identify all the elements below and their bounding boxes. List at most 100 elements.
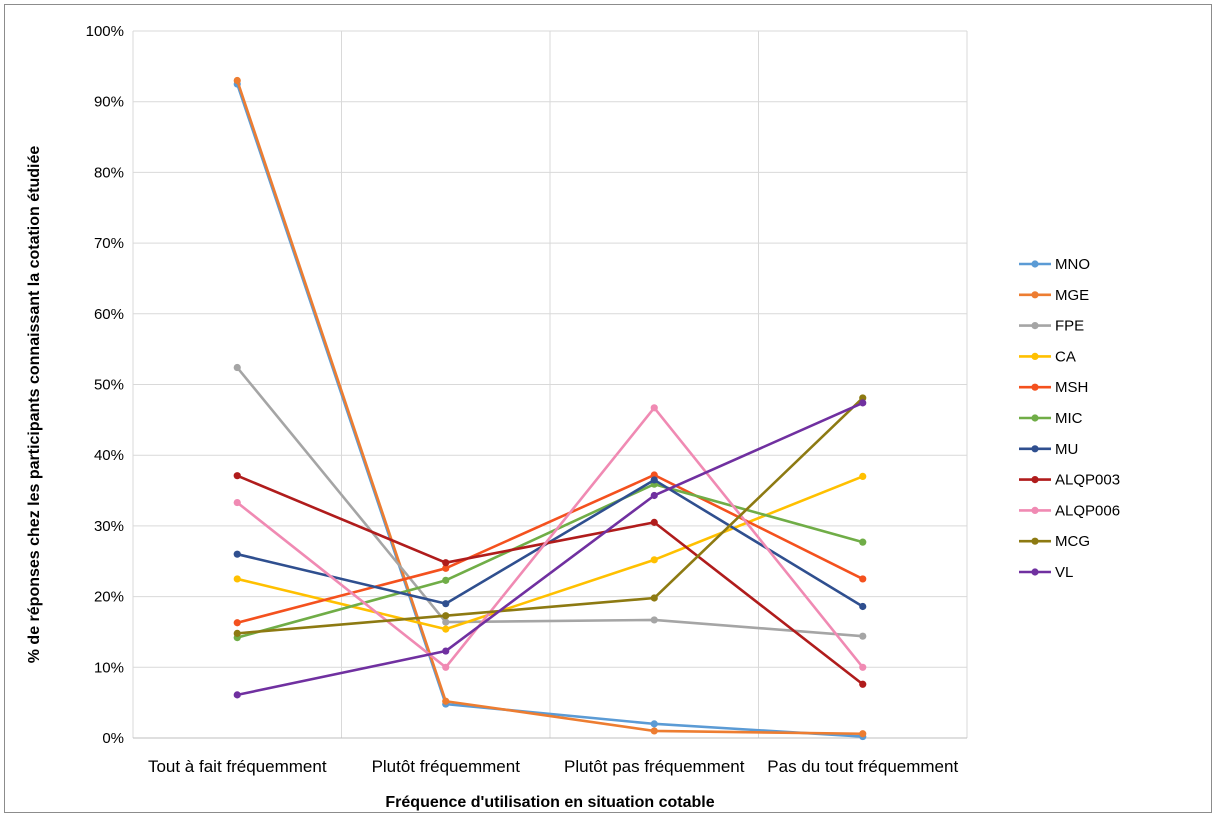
x-category-label: Plutôt fréquemment xyxy=(372,757,521,776)
data-point xyxy=(442,564,450,572)
data-point xyxy=(442,625,450,633)
data-point xyxy=(859,663,867,671)
y-tick-label: 0% xyxy=(102,730,124,747)
series-alqp006 xyxy=(233,404,867,671)
x-category-label: Pas du tout fréquemment xyxy=(767,757,958,776)
data-point xyxy=(859,575,867,583)
series-alqp003 xyxy=(233,472,867,688)
y-tick-label: 40% xyxy=(94,447,124,464)
data-point xyxy=(650,720,658,728)
data-point xyxy=(859,394,867,402)
series-ca xyxy=(233,472,867,633)
legend-marker xyxy=(1031,352,1039,360)
data-point xyxy=(650,556,658,564)
legend-marker xyxy=(1031,414,1039,422)
series-vl xyxy=(233,399,867,699)
data-point xyxy=(233,550,241,558)
legend-item: VL xyxy=(1019,564,1073,581)
legend-item: FPE xyxy=(1019,318,1084,335)
legend-label: MNO xyxy=(1055,256,1090,273)
legend-marker xyxy=(1031,568,1039,576)
data-point xyxy=(650,404,658,412)
legend-label: FPE xyxy=(1055,318,1084,335)
data-point xyxy=(233,363,241,372)
y-tick-label: 50% xyxy=(94,377,124,394)
data-point xyxy=(442,576,450,584)
legend-item: MCG xyxy=(1019,533,1090,550)
y-tick-label: 10% xyxy=(94,659,124,676)
legend-marker xyxy=(1031,537,1039,545)
legend-item: ALQP006 xyxy=(1019,502,1120,519)
data-point xyxy=(233,691,241,699)
legend-item: MGE xyxy=(1019,287,1089,304)
series-line xyxy=(237,396,864,635)
legend-label: ALQP006 xyxy=(1055,502,1120,519)
legend-marker xyxy=(1031,322,1039,330)
legend-item: MSH xyxy=(1019,379,1088,396)
y-tick-label: 30% xyxy=(94,518,124,535)
legend-item: ALQP003 xyxy=(1019,472,1120,489)
y-tick-label: 20% xyxy=(94,589,124,606)
data-point xyxy=(233,629,241,637)
data-point xyxy=(233,472,241,480)
y-tick-labels: 0% 10% 20% 30% 40% 50% 60% 70% 80% 90% 100% xyxy=(86,23,124,747)
y-tick-label: 90% xyxy=(94,94,124,111)
x-category-label: Tout à fait fréquemment xyxy=(148,757,327,776)
data-point xyxy=(442,600,450,608)
series-line xyxy=(236,474,864,686)
data-point xyxy=(650,518,658,526)
data-point xyxy=(442,612,450,620)
y-tick-label: 100% xyxy=(86,23,124,40)
series-line xyxy=(236,473,864,625)
series-line xyxy=(236,482,864,639)
legend-label: MIC xyxy=(1055,410,1083,427)
series-msh xyxy=(233,471,867,627)
legend-item: MIC xyxy=(1019,410,1083,427)
x-category-label: Plutôt pas fréquemment xyxy=(564,757,745,776)
legend-label: CA xyxy=(1055,348,1076,365)
y-axis-title: % de réponses chez les participants conn… xyxy=(26,146,43,664)
legend-marker xyxy=(1031,383,1039,391)
legend-label: MSH xyxy=(1055,379,1088,396)
legend-marker xyxy=(1031,291,1039,299)
chart-frame: 0% 10% 20% 30% 40% 50% 60% 70% 80% 90% 100% Tout à… xyxy=(4,4,1212,813)
series-mge xyxy=(233,76,867,738)
series-line xyxy=(236,80,863,736)
data-point xyxy=(442,559,450,567)
legend-item: CA xyxy=(1019,348,1076,365)
legend-label: ALQP003 xyxy=(1055,472,1120,489)
data-point xyxy=(442,618,450,626)
series-fpe xyxy=(233,363,867,640)
legend-label: MU xyxy=(1055,441,1078,458)
data-point xyxy=(859,680,867,688)
data-point xyxy=(859,632,867,640)
x-category-labels: Tout à fait fréquemment Plutôt fréquemmen… xyxy=(148,757,959,776)
data-point xyxy=(650,727,658,735)
legend-marker xyxy=(1031,445,1039,453)
data-point xyxy=(859,602,867,611)
data-point xyxy=(233,619,241,627)
data-point xyxy=(650,471,658,479)
y-tick-label: 80% xyxy=(94,164,124,181)
data-point xyxy=(442,663,450,671)
data-point xyxy=(650,616,658,624)
series-line xyxy=(236,401,864,697)
data-point xyxy=(859,399,867,407)
legend-item: MU xyxy=(1019,441,1078,458)
data-point xyxy=(859,472,867,481)
legend-marker xyxy=(1031,476,1039,484)
legend-marker xyxy=(1031,506,1039,514)
data-point xyxy=(442,647,450,655)
series-line xyxy=(236,366,863,638)
series-mcg xyxy=(233,394,867,637)
data-point xyxy=(442,697,450,705)
data-point xyxy=(233,498,241,507)
y-tick-label: 60% xyxy=(94,306,124,323)
data-point xyxy=(650,594,658,602)
data-point xyxy=(859,538,867,546)
data-point xyxy=(233,575,241,583)
series-lines xyxy=(233,76,867,741)
y-tick-label: 70% xyxy=(94,235,124,252)
x-axis-title: Fréquence d'utilisation en situation cot… xyxy=(385,794,714,811)
series-line xyxy=(236,406,864,669)
